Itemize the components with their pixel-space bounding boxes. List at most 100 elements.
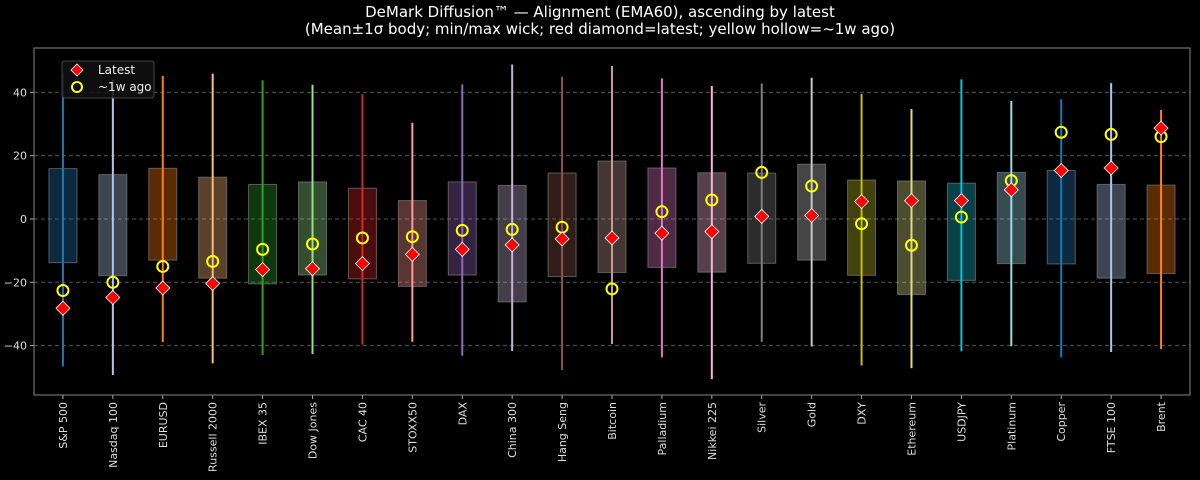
category-group bbox=[298, 84, 328, 355]
x-tick-label: Russell 2000 bbox=[207, 402, 220, 472]
latest-marker bbox=[105, 289, 121, 306]
y-axis: −40 −20 0 20 40 bbox=[4, 86, 34, 353]
latest-marker bbox=[1153, 120, 1169, 136]
x-tick-label: FTSE 100 bbox=[1105, 402, 1118, 453]
category-group bbox=[847, 93, 877, 366]
legend: Latest ~1w ago bbox=[61, 60, 155, 99]
latest-marker bbox=[454, 241, 470, 257]
week-ago-marker bbox=[256, 242, 270, 256]
week-ago-marker bbox=[954, 210, 968, 224]
x-tick-label: DXY bbox=[856, 402, 869, 425]
category-group bbox=[747, 83, 777, 342]
y-tick-label: 40 bbox=[13, 86, 27, 99]
latest-marker bbox=[304, 261, 321, 277]
category-group bbox=[347, 94, 377, 345]
x-tick-label: Silver bbox=[756, 402, 769, 433]
week-ago-marker bbox=[455, 223, 469, 237]
x-tick-label: IBEX 35 bbox=[257, 402, 270, 445]
latest-marker bbox=[754, 208, 770, 224]
legend-circle-icon bbox=[71, 81, 83, 93]
week-ago-marker bbox=[855, 217, 869, 231]
x-tick-label: Dow Jones bbox=[307, 402, 320, 459]
latest-marker bbox=[554, 231, 570, 247]
y-tick-label: 20 bbox=[13, 150, 27, 163]
week-ago-marker bbox=[705, 193, 719, 207]
legend-label-latest: Latest bbox=[98, 63, 135, 77]
category-group bbox=[647, 78, 677, 358]
x-axis: S&P 500 Nasdaq 100 EURUSD Russell 2000 IBEX … bbox=[57, 395, 1168, 472]
week-ago-marker bbox=[655, 205, 669, 219]
legend-box bbox=[61, 60, 155, 99]
week-ago-marker bbox=[755, 165, 769, 179]
category-group bbox=[198, 73, 228, 364]
x-tick-label: China 300 bbox=[506, 402, 519, 458]
x-tick-label: Brent bbox=[1155, 401, 1168, 432]
plot-frame bbox=[33, 47, 1191, 396]
legend-label-week-ago: ~1w ago bbox=[98, 80, 152, 94]
week-ago-marker bbox=[605, 282, 619, 296]
category-group bbox=[797, 77, 827, 347]
week-ago-marker bbox=[306, 237, 320, 251]
latest-marker bbox=[404, 246, 420, 262]
category-group bbox=[1146, 110, 1176, 350]
category-group bbox=[148, 75, 178, 343]
x-tick-label: Bitcoin bbox=[606, 402, 619, 440]
y-tick-label: −20 bbox=[4, 276, 27, 289]
latest-marker bbox=[604, 230, 620, 246]
latest-marker bbox=[1103, 160, 1119, 176]
x-tick-label: USDJPY bbox=[955, 402, 968, 442]
plot-marks bbox=[48, 64, 1176, 380]
x-tick-label: Platinum bbox=[1005, 402, 1018, 450]
x-tick-label: CAC 40 bbox=[356, 402, 369, 442]
week-ago-marker bbox=[355, 231, 369, 245]
latest-marker bbox=[55, 300, 71, 316]
category-group bbox=[547, 76, 577, 370]
x-tick-label: Ethereum bbox=[905, 402, 918, 456]
category-group bbox=[996, 100, 1026, 347]
week-ago-marker bbox=[805, 179, 819, 193]
category-group bbox=[497, 64, 527, 351]
latest-marker bbox=[255, 262, 271, 278]
week-ago-marker bbox=[56, 284, 70, 298]
x-tick-label: EURUSD bbox=[157, 402, 170, 448]
latest-marker bbox=[903, 193, 920, 209]
x-tick-label: DAX bbox=[456, 402, 469, 426]
latest-marker bbox=[504, 237, 520, 253]
latest-marker bbox=[205, 275, 221, 292]
category-group bbox=[1096, 83, 1126, 352]
x-tick-label: Hang Seng bbox=[556, 402, 569, 462]
category-group bbox=[48, 72, 78, 367]
latest-marker bbox=[704, 224, 720, 240]
chart-title: DeMark Diffusion™ — Alignment (EMA60), a… bbox=[365, 3, 835, 21]
x-tick-label: Nasdaq 100 bbox=[107, 402, 120, 468]
week-ago-marker bbox=[1054, 125, 1068, 139]
category-group bbox=[597, 66, 627, 345]
x-tick-label: Nikkei 225 bbox=[706, 402, 719, 460]
week-ago-marker bbox=[405, 230, 419, 244]
chart-subtitle: (Mean±1σ body; min/max wick; red diamond… bbox=[305, 20, 895, 38]
latest-marker bbox=[1003, 182, 1019, 198]
latest-marker bbox=[354, 256, 370, 272]
category-group bbox=[896, 109, 926, 369]
x-tick-label: S&P 500 bbox=[57, 402, 70, 449]
latest-marker bbox=[1053, 162, 1069, 179]
x-tick-label: STOXX50 bbox=[406, 402, 419, 453]
latest-marker bbox=[155, 280, 171, 296]
latest-marker bbox=[854, 193, 870, 210]
week-ago-marker bbox=[206, 254, 220, 268]
week-ago-marker bbox=[156, 259, 170, 273]
category-group bbox=[1046, 99, 1076, 358]
week-ago-marker bbox=[505, 222, 519, 236]
category-group bbox=[98, 79, 128, 376]
x-tick-label: Copper bbox=[1055, 402, 1068, 442]
category-group bbox=[248, 80, 278, 356]
category-group bbox=[447, 84, 477, 356]
x-tick-label: Palladium bbox=[656, 402, 669, 455]
x-tick-label: Gold bbox=[806, 402, 819, 427]
latest-marker bbox=[804, 207, 820, 224]
latest-marker bbox=[654, 225, 670, 241]
category-group bbox=[946, 79, 976, 352]
category-group bbox=[697, 85, 727, 380]
week-ago-marker bbox=[1104, 127, 1118, 141]
